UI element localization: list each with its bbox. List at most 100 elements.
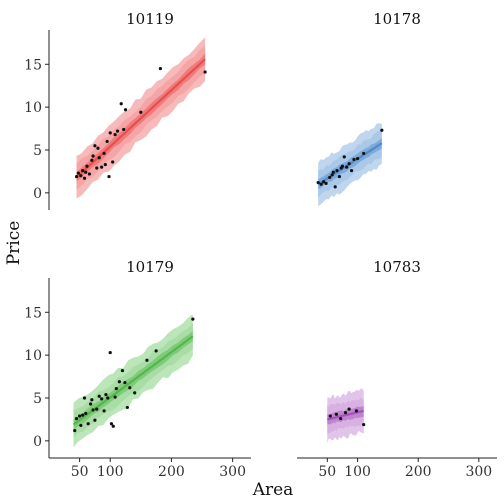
data-point [90,158,94,162]
data-point [354,409,358,413]
data-point [145,358,149,362]
data-point [120,368,125,373]
data-point [81,413,85,417]
data-point [78,414,82,418]
data-point [191,317,195,321]
x-tick-label: 300 [219,464,246,480]
data-point [91,154,95,158]
x-axis-title: Area [252,480,294,500]
data-point [100,397,104,401]
data-point [380,128,384,132]
y-tick-label: 15 [24,305,42,321]
data-point [87,172,91,176]
data-point [95,166,99,170]
data-point [93,418,97,422]
data-point [343,410,348,415]
data-point [100,165,104,169]
data-point [105,139,109,144]
data-point [335,168,339,173]
data-point [345,165,349,169]
data-point [133,391,137,395]
data-point [114,386,118,391]
data-point [328,414,332,418]
data-point [81,168,85,173]
data-point [108,131,112,135]
data-point [82,176,87,180]
data-point [79,174,83,178]
data-point [79,423,83,428]
data-point [330,173,334,177]
data-point [158,66,163,71]
x-tick-label: 100 [97,464,124,480]
fit-line [72,335,194,426]
data-point [96,146,100,150]
data-point [108,350,112,355]
x-tick-label: 300 [465,464,492,480]
data-point [84,411,88,416]
y-tick-label: 10 [24,100,42,116]
panel-title: 10179 [126,258,174,276]
panel-10179: 10179 0 5 10 15 50 100 200 300 [24,258,251,480]
data-point [347,407,351,411]
data-point [84,170,88,174]
panel-title: 10119 [126,10,174,28]
data-point [123,108,128,112]
data-point [109,422,114,426]
data-point [113,395,117,399]
data-point [82,396,87,400]
data-point [328,175,332,180]
y-tick-label: 15 [24,57,42,73]
data-point [352,157,356,162]
y-tick-label: 10 [24,348,42,364]
data-point [113,132,117,137]
data-point [90,398,94,402]
fit-line [327,409,364,421]
y-tick-label: 5 [33,391,42,407]
y-tick-label: 5 [33,143,42,159]
data-point [154,349,158,353]
panel-10178: 10178 [316,10,421,207]
panel-10783: 10783 50 100 200 300 [297,258,497,480]
data-point [117,380,121,384]
x-tick-label: 200 [158,464,185,480]
data-point [74,416,79,421]
data-point [339,416,343,421]
x-tick-label: 50 [71,464,89,480]
data-point [333,185,337,189]
y-axis-title: Price [4,221,24,266]
data-point [86,422,90,426]
data-point [93,144,97,148]
y-tick-label: 0 [33,186,42,202]
data-point [111,160,115,164]
data-point [107,174,111,179]
data-point [97,156,101,160]
data-point [337,174,342,179]
data-point [362,151,366,156]
y-tick-label: 0 [33,434,42,450]
data-point [102,151,106,156]
data-point [76,171,80,175]
panel-title: 10783 [373,258,421,276]
data-point [319,182,323,186]
data-point [104,392,108,397]
data-point [347,162,351,166]
data-point [322,180,326,184]
data-point [122,127,126,132]
data-point [331,170,335,174]
data-point [97,394,101,398]
data-point [356,156,360,161]
data-point [89,402,93,406]
data-point [123,380,127,385]
data-point [362,422,366,427]
data-point [102,409,106,413]
data-point [111,424,115,428]
fit-line [75,58,206,179]
data-point [342,155,346,159]
panel-10119: 10119 0 5 10 15 [24,10,207,210]
data-point [139,110,143,114]
data-point [349,168,354,173]
data-point [340,164,345,168]
data-point [316,180,320,185]
